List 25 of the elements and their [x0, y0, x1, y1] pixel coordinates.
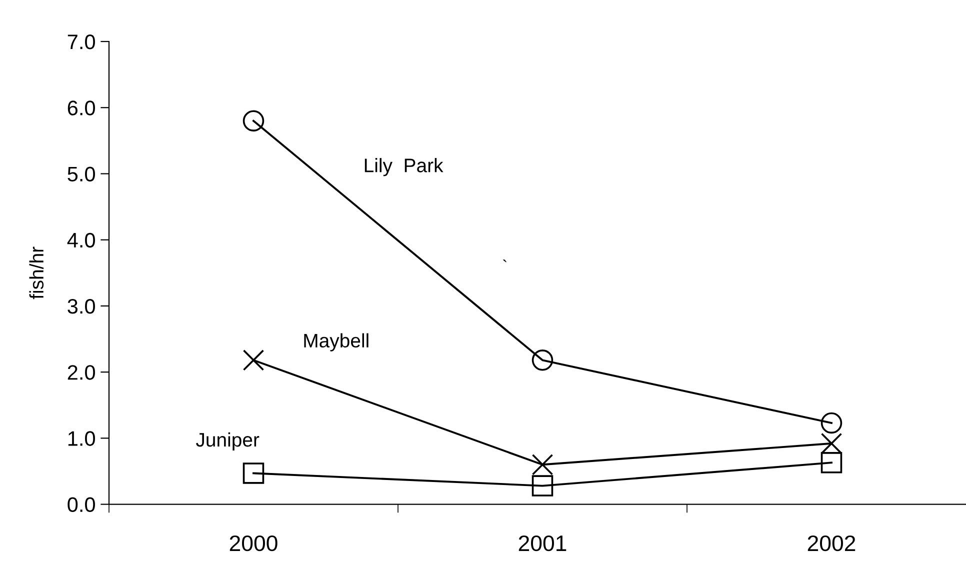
point [242, 110, 264, 132]
point [820, 412, 842, 434]
y-tick-label: 2.0 [68, 365, 95, 380]
x-tick-label: 2002 [808, 535, 856, 552]
y-axis-title: fish/hr [29, 246, 44, 300]
y-tick-label: 4.0 [67, 232, 95, 248]
x-tick-label: 2001 [518, 535, 566, 552]
annotation: ` [503, 260, 506, 262]
series-label: Juniper [196, 432, 260, 451]
point [532, 350, 554, 371]
point [242, 350, 264, 371]
point [532, 454, 554, 476]
point [242, 462, 264, 484]
x-tick-label: 2000 [230, 535, 278, 552]
point [532, 475, 554, 496]
y-tick-label: 5.0 [68, 166, 95, 182]
series-label: Lily Park [364, 158, 444, 176]
y-tick-label: 3.0 [68, 298, 95, 314]
y-tick-label: 1.0 [68, 431, 95, 446]
series-label: Maybell [304, 333, 368, 352]
point [820, 452, 842, 474]
y-tick-label: 7.0 [68, 34, 95, 50]
y-tick-label: 0.0 [68, 497, 95, 512]
y-tick-label: 6.0 [68, 100, 95, 116]
point [820, 432, 842, 454]
